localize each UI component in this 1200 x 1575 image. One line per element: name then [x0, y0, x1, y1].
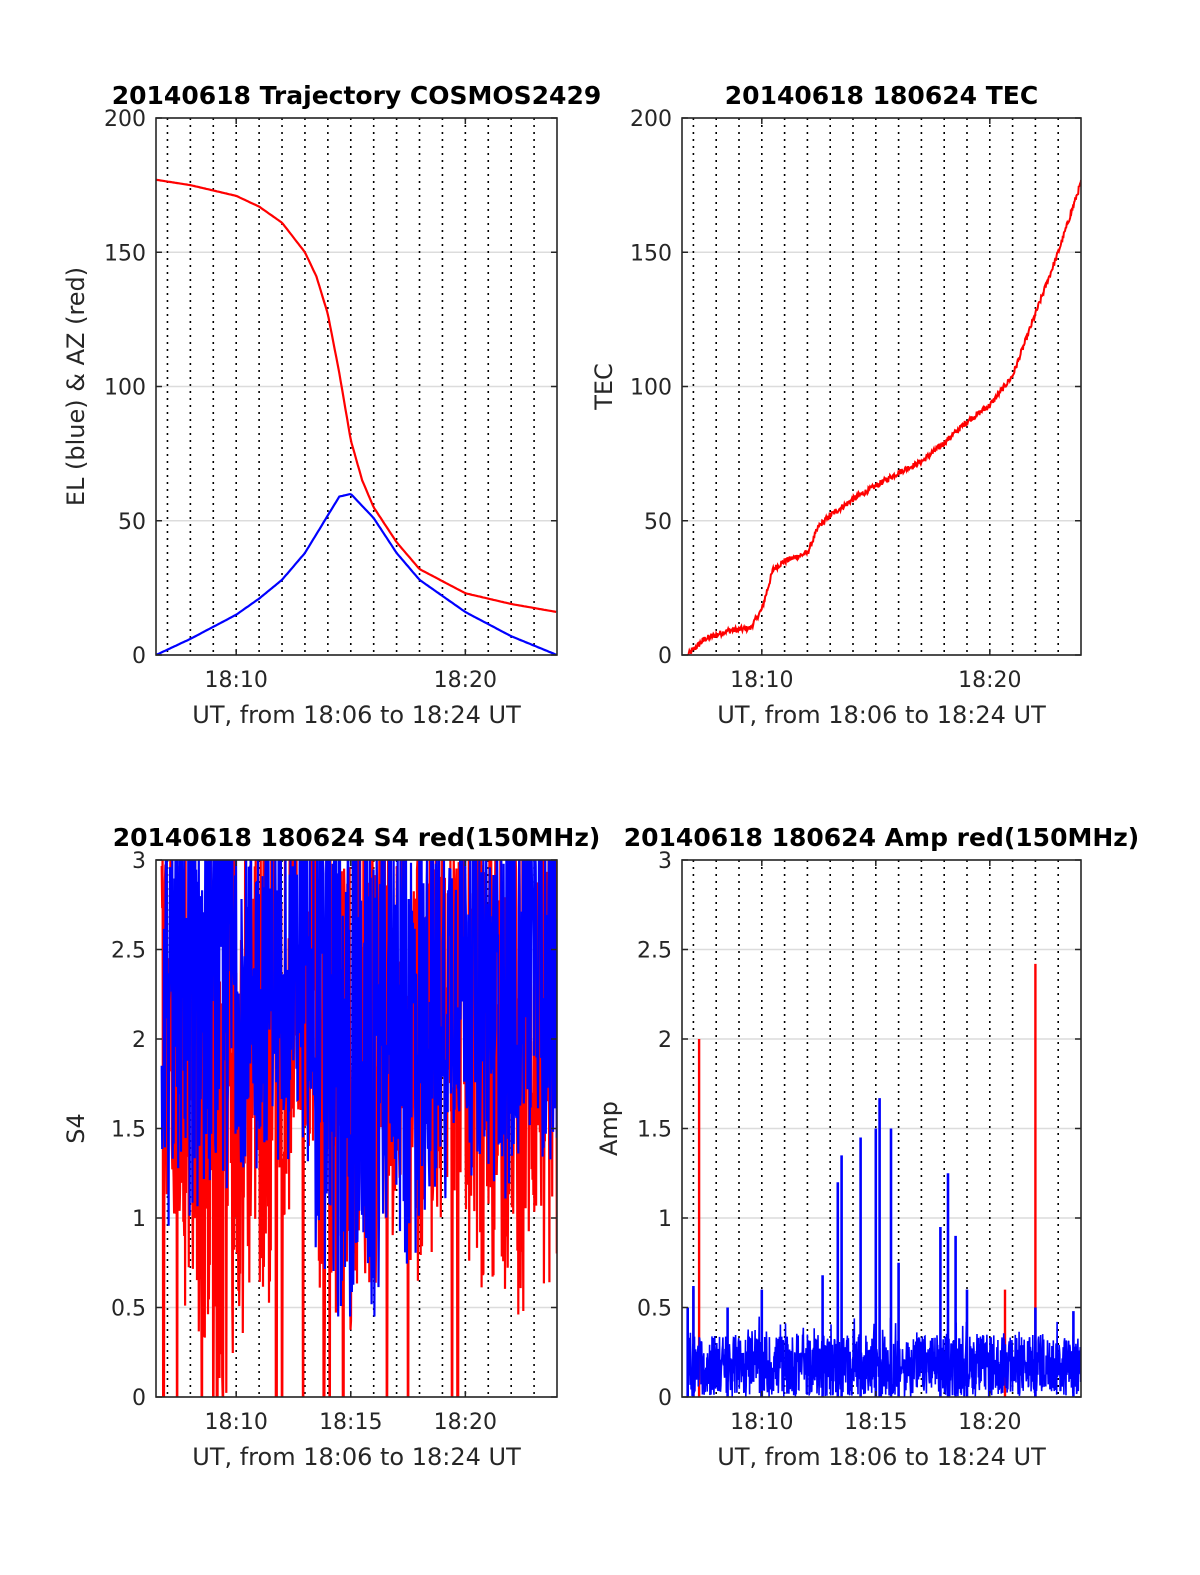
y-axis-label: Amp	[595, 1101, 623, 1156]
x-tick-label: 18:20	[958, 668, 1021, 693]
x-axis-label: UT, from 18:06 to 18:24 UT	[192, 701, 521, 729]
series-line-red	[686, 179, 1081, 655]
y-tick-label: 3	[658, 849, 672, 874]
x-tick-label: 18:10	[204, 668, 267, 693]
plot-area	[156, 178, 557, 655]
y-tick-label: 1	[132, 1207, 146, 1232]
series-line-blue	[160, 860, 557, 1317]
y-tick-label: 1	[658, 1207, 672, 1232]
x-axis-label: UT, from 18:06 to 18:24 UT	[192, 1443, 521, 1471]
y-tick-label: 2	[132, 1028, 146, 1053]
plot-area	[686, 963, 1081, 1397]
x-tick-label: 18:10	[730, 1410, 793, 1435]
x-tick-label: 18:10	[730, 668, 793, 693]
y-tick-label: 100	[630, 376, 672, 401]
y-tick-label: 50	[118, 510, 146, 535]
y-axis-label: TEC	[590, 363, 618, 411]
series-line-blue	[686, 1316, 1081, 1397]
y-tick-label: 50	[644, 510, 672, 535]
chart-title: 20140618 Trajectory COSMOS2429	[112, 81, 602, 110]
y-tick-label: 0	[132, 644, 146, 669]
y-tick-label: 200	[104, 107, 146, 132]
y-tick-label: 0.5	[637, 1297, 672, 1322]
y-tick-label: 2.5	[637, 939, 672, 964]
chart-panel-4: 0 0.5 1 1.5 2 2.5 3 18:10 18:15 18:20 20140618 180…	[595, 823, 1139, 1471]
y-tick-label: 1.5	[637, 1118, 672, 1143]
y-tick-label: 0	[658, 644, 672, 669]
x-tick-label: 18:20	[958, 1410, 1021, 1435]
chart-panel-3: 0 0.5 1 1.5 2 2.5 3 18:10 18:15 18:20 20140618 180…	[62, 823, 600, 1471]
x-tick-label: 18:15	[844, 1410, 907, 1435]
chart-title: 20140618 180624 TEC	[725, 81, 1038, 110]
y-tick-label: 2.5	[111, 939, 146, 964]
x-tick-label: 18:20	[434, 668, 497, 693]
y-tick-label: 150	[630, 241, 672, 266]
y-tick-label: 200	[630, 107, 672, 132]
y-tick-label: 150	[104, 241, 146, 266]
y-tick-label: 2	[658, 1028, 672, 1053]
chart-title: 20140618 180624 S4 red(150MHz)	[113, 823, 601, 852]
y-tick-label: 0	[132, 1386, 146, 1411]
y-tick-label: 1.5	[111, 1118, 146, 1143]
y-tick-label: 0.5	[111, 1297, 146, 1322]
series-line-blue	[156, 492, 557, 655]
x-axis-label: UT, from 18:06 to 18:24 UT	[717, 701, 1046, 729]
chart-panel-2: 0 50 100 150 200 18:10 18:20 20140618 180624 TE…	[590, 81, 1082, 729]
plot-area	[686, 179, 1081, 655]
series-line-red	[156, 178, 557, 613]
y-tick-label: 0	[658, 1386, 672, 1411]
y-axis-label: S4	[62, 1113, 90, 1144]
chart-panel-1: 0 50 100 150 200 18:10 18:20 20140618 Trajector…	[62, 81, 601, 729]
x-tick-label: 18:15	[319, 1410, 382, 1435]
y-tick-label: 100	[104, 376, 146, 401]
y-tick-label: 3	[132, 849, 146, 874]
plot-area	[160, 860, 557, 1397]
x-axis-label: UT, from 18:06 to 18:24 UT	[717, 1443, 1046, 1471]
chart-title: 20140618 180624 Amp red(150MHz)	[624, 823, 1140, 852]
x-tick-label: 18:20	[434, 1410, 497, 1435]
y-axis-label: EL (blue) & AZ (red)	[62, 267, 90, 506]
x-tick-label: 18:10	[204, 1410, 267, 1435]
